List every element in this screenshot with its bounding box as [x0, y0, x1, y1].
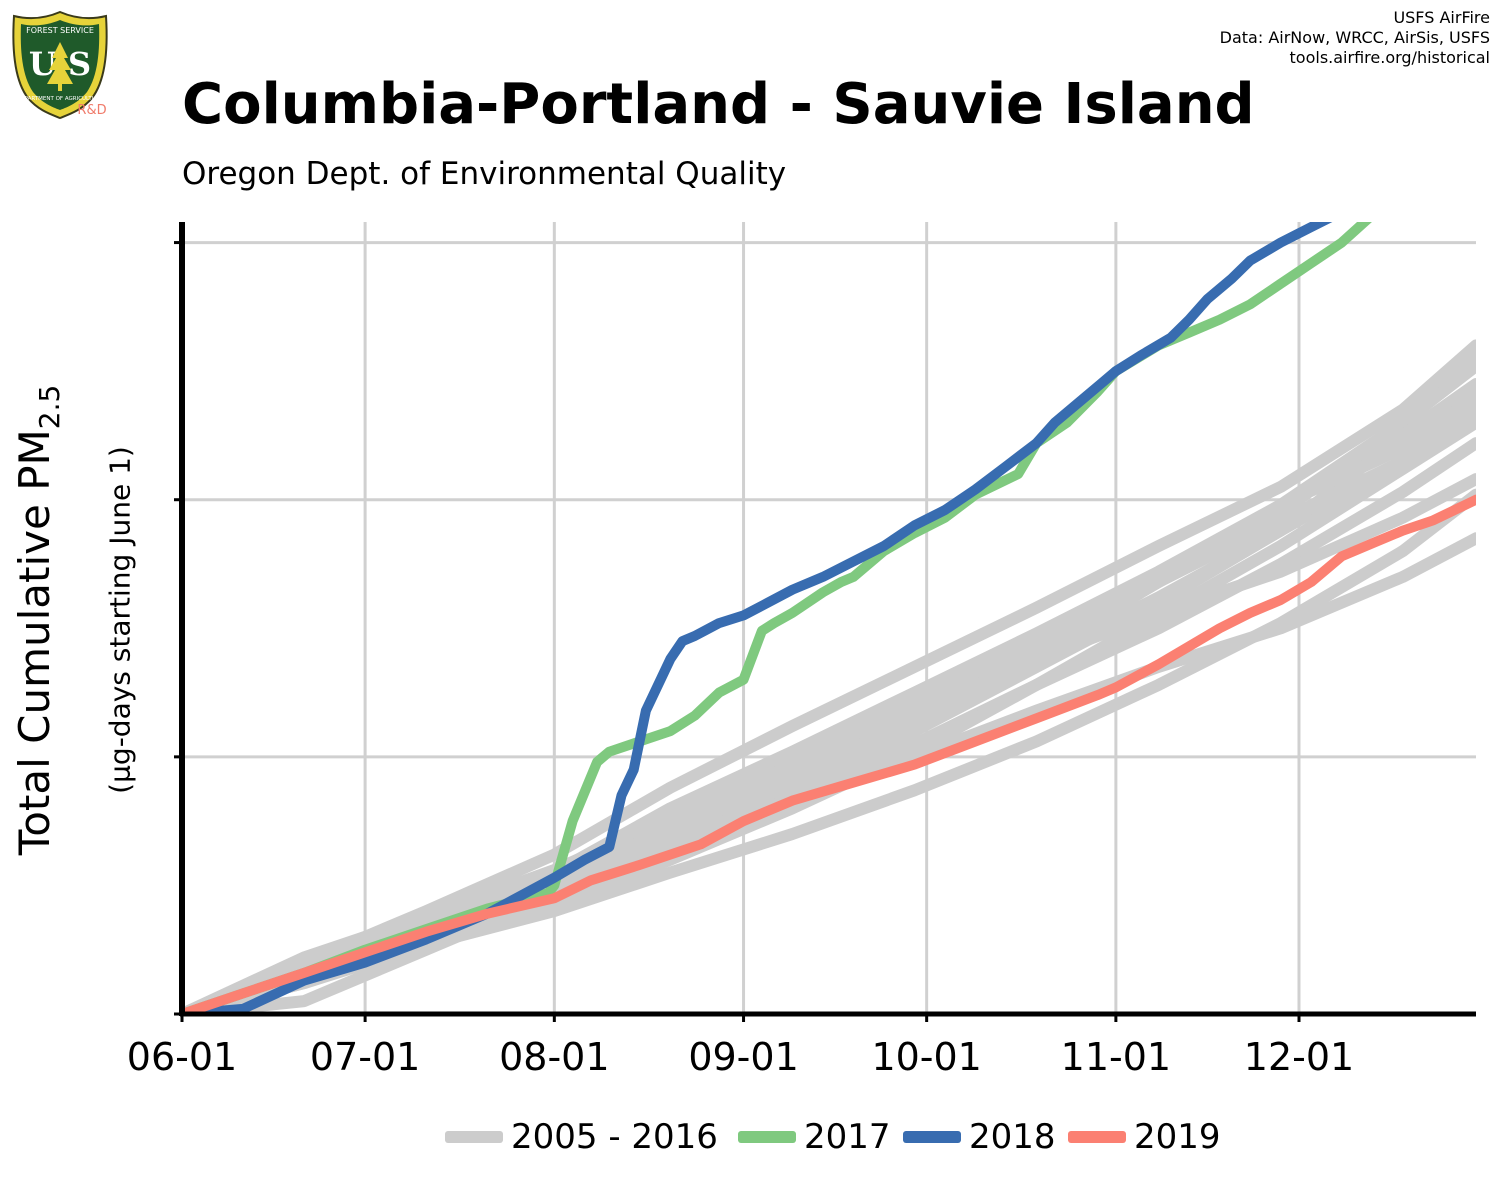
credit-line-1: USFS AirFire [1393, 8, 1490, 27]
legend-swatch-2018 [903, 1131, 961, 1143]
legend-item-2019: 2019 [1068, 1112, 1221, 1162]
chart-title: Columbia-Portland - Sauvie Island [182, 72, 1255, 137]
credit-line-3: tools.airfire.org/historical [1289, 48, 1490, 67]
series-line-2019 [182, 494, 1476, 1014]
logo-rd-tag: R&D [77, 103, 106, 118]
legend-swatch-historical [445, 1131, 503, 1143]
x-tick-labels: 06-01 07-01 08-01 09-01 10-01 11-01 12-01 [127, 1035, 1354, 1079]
historical-line-11 [182, 378, 1476, 1014]
legend-swatch-2017 [738, 1131, 796, 1143]
legend-label-2019: 2019 [1134, 1117, 1221, 1157]
x-tick-label-12-01: 12-01 [1244, 1035, 1354, 1079]
x-tick-label-08-01: 08-01 [499, 1035, 609, 1079]
x-tick-label-09-01: 09-01 [688, 1035, 798, 1079]
x-tick-label-11-01: 11-01 [1061, 1035, 1171, 1079]
legend-item-historical: 2005 - 2016 [445, 1112, 718, 1162]
chart-legend: 2005 - 2016 2017 2018 2019 [0, 1112, 1500, 1162]
chart-subtitle: Oregon Dept. of Environmental Quality [182, 156, 787, 192]
forest-service-shield-logo: FOREST SERVICE U S DEPARTMENT OF AGRICUL… [12, 10, 108, 120]
logo-bottom-text: DEPARTMENT OF AGRICULTURE [17, 96, 104, 102]
historical-series-group [182, 339, 1476, 1014]
legend-label-historical: 2005 - 2016 [511, 1117, 718, 1157]
historical-line-5 [182, 352, 1476, 1014]
series-line-2017 [182, 222, 1372, 1014]
credit-line-2: Data: AirNow, WRCC, AirSis, USFS [1219, 28, 1490, 47]
highlight-series-group [182, 222, 1476, 1014]
historical-line-9 [182, 360, 1476, 1014]
logo-top-text: FOREST SERVICE [26, 26, 94, 35]
x-tick-label-06-01: 06-01 [127, 1035, 237, 1079]
legend-label-2017: 2017 [804, 1117, 891, 1157]
axes-group [174, 222, 1476, 1022]
x-tick-label-10-01: 10-01 [871, 1035, 981, 1079]
historical-line-10 [182, 339, 1476, 1014]
legend-label-2018: 2018 [969, 1117, 1056, 1157]
credits-block: USFS AirFire Data: AirNow, WRCC, AirSis,… [1220, 8, 1490, 68]
legend-item-2018: 2018 [903, 1112, 1056, 1162]
historical-line-12 [182, 390, 1476, 1014]
legend-swatch-2019 [1068, 1131, 1126, 1143]
legend-item-2017: 2017 [738, 1112, 891, 1162]
series-line-2018 [182, 222, 1333, 1014]
x-tick-label-07-01: 07-01 [310, 1035, 420, 1079]
